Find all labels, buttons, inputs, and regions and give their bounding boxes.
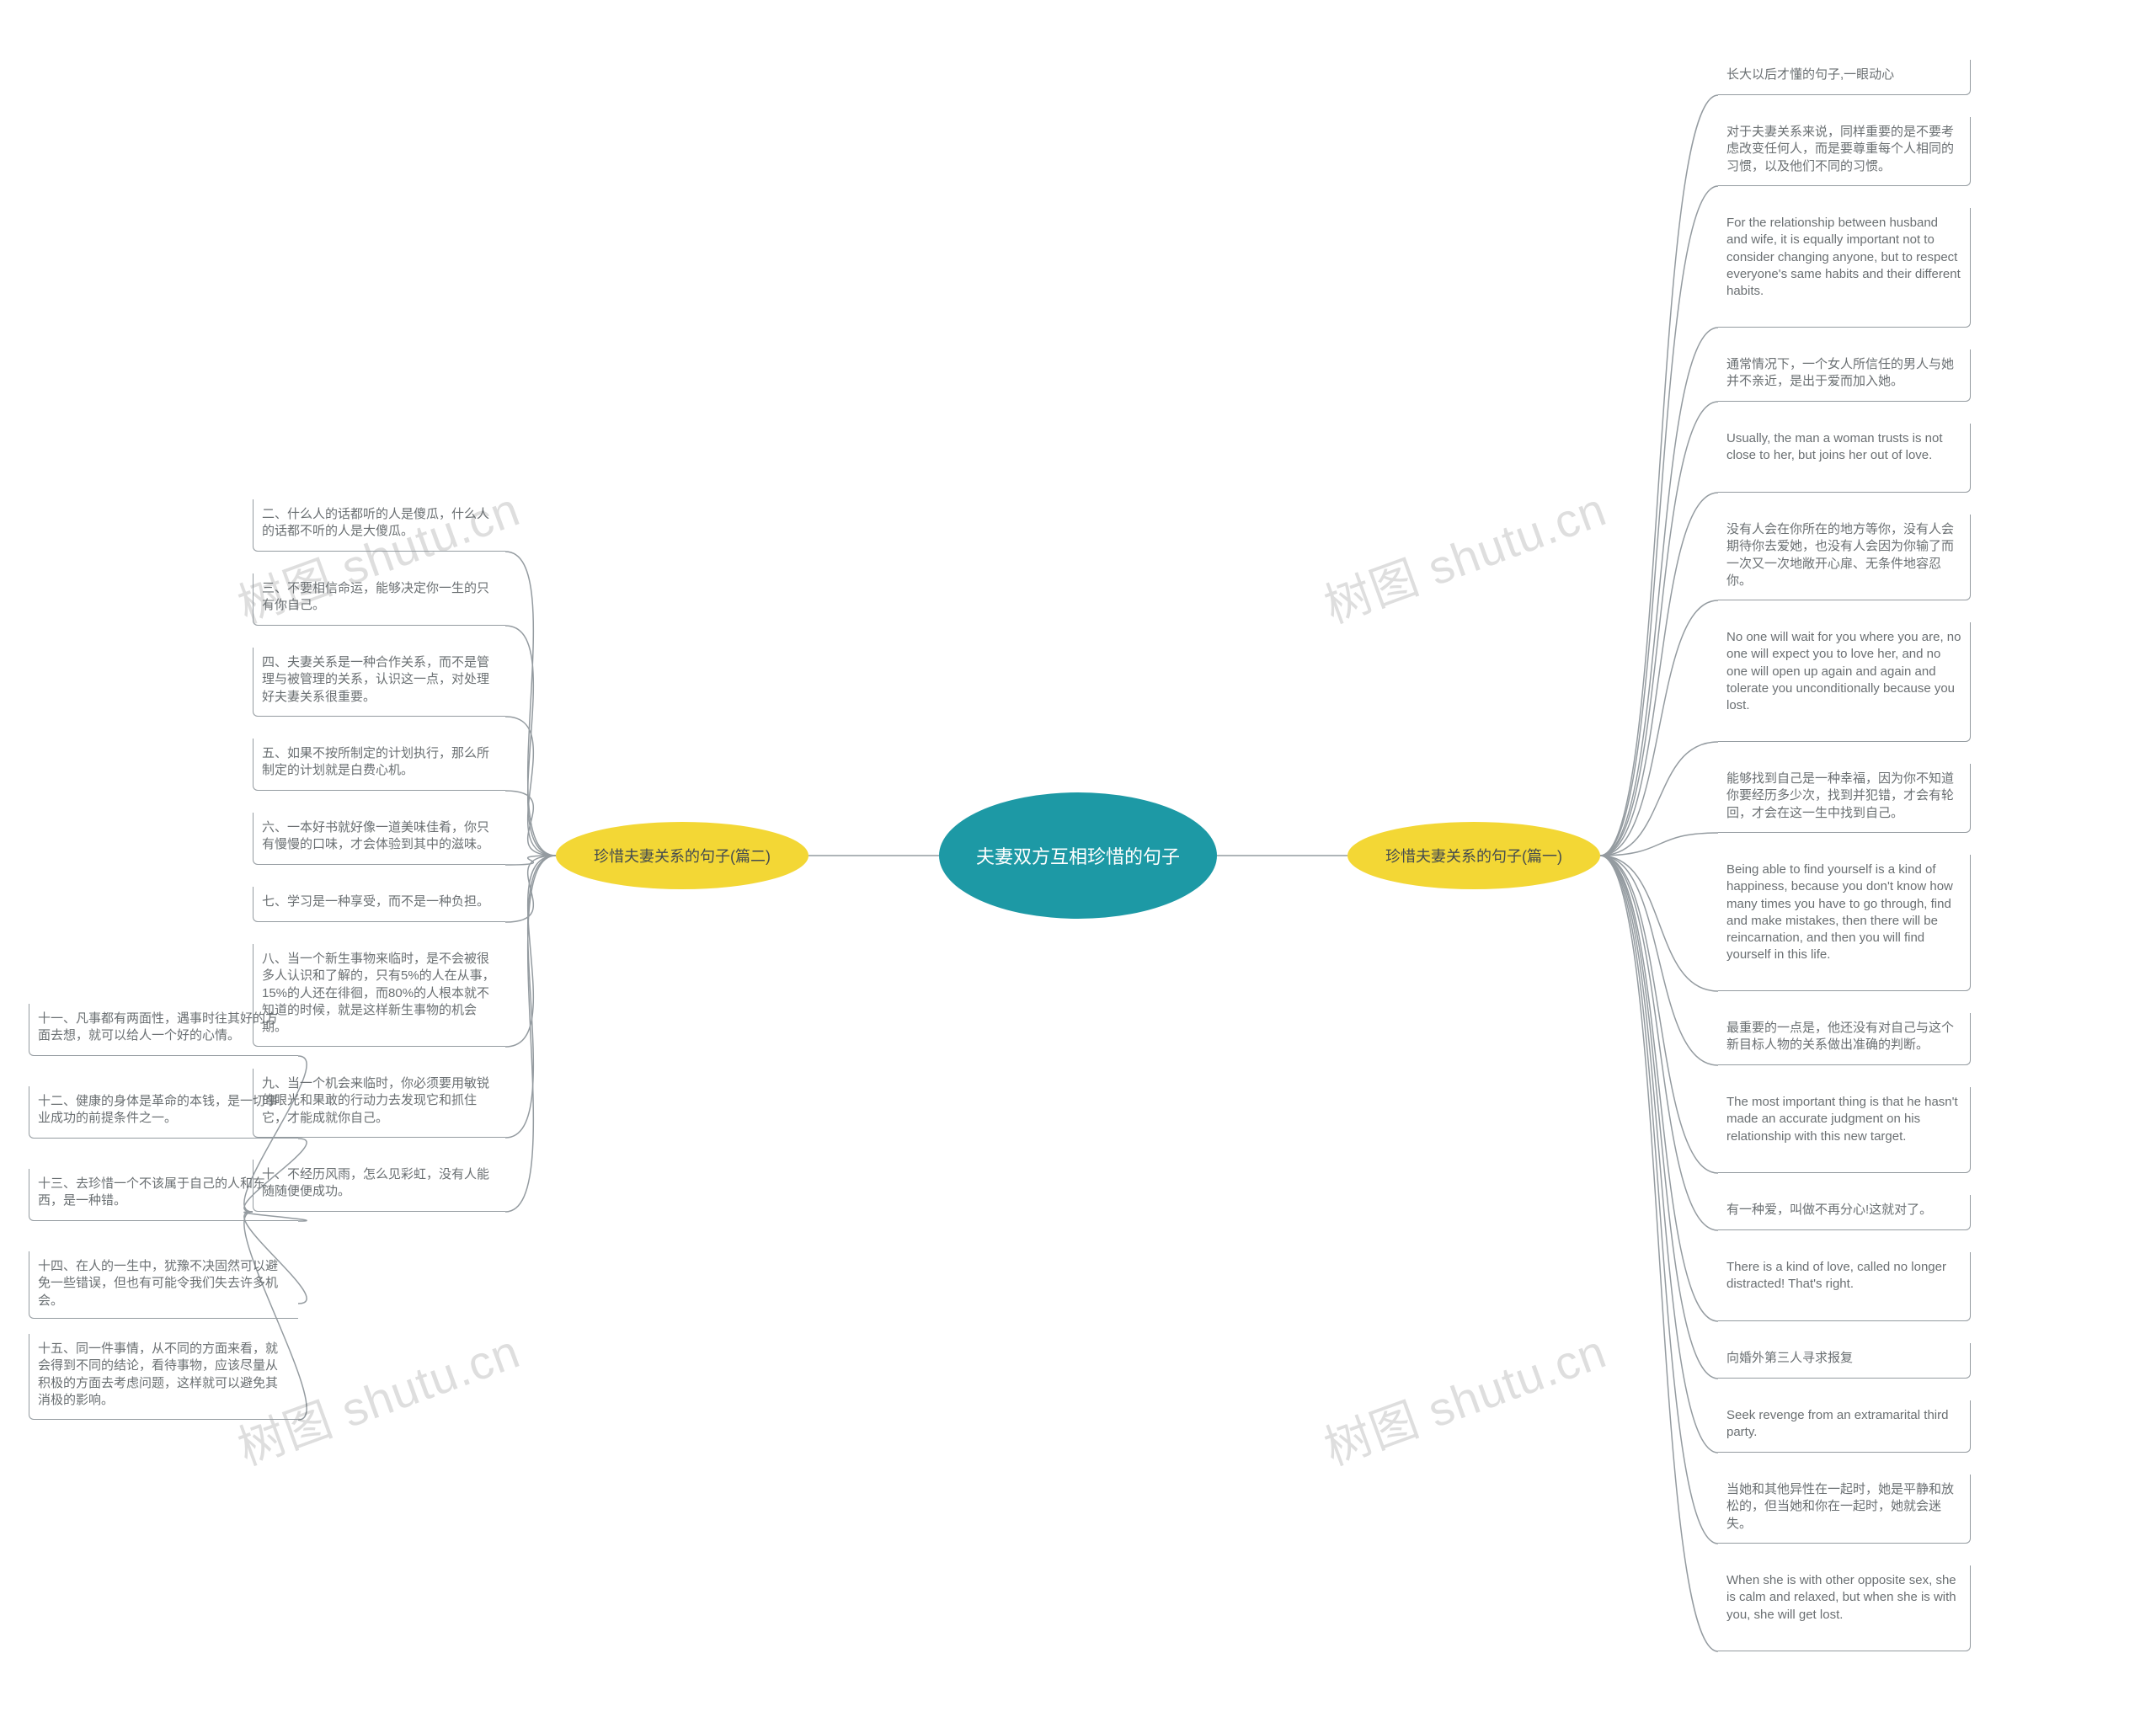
leaf-node: 十二、健康的身体是革命的本钱，是一切事业成功的前提条件之一。	[29, 1086, 298, 1139]
branch-node-pian2: 珍惜夫妻关系的句子(篇二)	[556, 822, 808, 889]
leaf-node: 十五、同一件事情，从不同的方面来看，就会得到不同的结论，看待事物，应该尽量从积极…	[29, 1334, 298, 1420]
leaf-node: 六、一本好书就好像一道美味佳肴，你只有慢慢的口味，才会体验到其中的滋味。	[253, 813, 505, 865]
watermark: 树图 shutu.cn	[1314, 1314, 1614, 1479]
leaf-node: No one will wait for you where you are, …	[1718, 622, 1971, 742]
leaf-node: 十一、凡事都有两面性，遇事时往其好的方面去想，就可以给人一个好的心情。	[29, 1004, 298, 1056]
mindmap-canvas: 树图 shutu.cn 树图 shutu.cn 树图 shutu.cn 树图 s…	[0, 0, 2156, 1712]
leaf-node: 有一种爱，叫做不再分心!这就对了。	[1718, 1195, 1971, 1230]
leaf-node: 七、学习是一种享受，而不是一种负担。	[253, 887, 505, 922]
leaf-node: 没有人会在你所在的地方等你，没有人会期待你去爱她，也没有人会因为你输了而一次又一…	[1718, 515, 1971, 600]
leaf-node: 最重要的一点是，他还没有对自己与这个新目标人物的关系做出准确的判断。	[1718, 1013, 1971, 1065]
leaf-node: 十四、在人的一生中，犹豫不决固然可以避免一些错误，但也有可能令我们失去许多机会。	[29, 1251, 298, 1319]
root-node: 夫妻双方互相珍惜的句子	[939, 792, 1217, 919]
leaf-node: 通常情况下，一个女人所信任的男人与她并不亲近，是出于爱而加入她。	[1718, 349, 1971, 402]
leaf-node: For the relationship between husband and…	[1718, 208, 1971, 328]
leaf-node: 十三、去珍惜一个不该属于自己的人和东西，是一种错。	[29, 1169, 298, 1221]
leaf-node: Seek revenge from an extramarital third …	[1718, 1400, 1971, 1453]
leaf-node: 长大以后才懂的句子,一眼动心	[1718, 60, 1971, 95]
leaf-node: 对于夫妻关系来说，同样重要的是不要考虑改变任何人，而是要尊重每个人相同的习惯，以…	[1718, 117, 1971, 186]
leaf-node: 当她和其他异性在一起时，她是平静和放松的，但当她和你在一起时，她就会迷失。	[1718, 1475, 1971, 1544]
leaf-node: 二、什么人的话都听的人是傻瓜，什么人的话都不听的人是大傻瓜。	[253, 499, 505, 552]
leaf-node: When she is with other opposite sex, she…	[1718, 1565, 1971, 1651]
leaf-node: Being able to find yourself is a kind of…	[1718, 855, 1971, 991]
leaf-node: 能够找到自己是一种幸福，因为你不知道你要经历多少次，找到并犯错，才会有轮回，才会…	[1718, 764, 1971, 833]
leaf-node: Usually, the man a woman trusts is not c…	[1718, 424, 1971, 493]
branch-node-pian1: 珍惜夫妻关系的句子(篇一)	[1348, 822, 1600, 889]
leaf-node: 三、不要相信命运，能够决定你一生的只有你自己。	[253, 573, 505, 626]
leaf-node: 向婚外第三人寻求报复	[1718, 1343, 1971, 1379]
leaf-node: The most important thing is that he hasn…	[1718, 1087, 1971, 1173]
leaf-node: 四、夫妻关系是一种合作关系，而不是管理与被管理的关系，认识这一点，对处理好夫妻关…	[253, 648, 505, 717]
leaf-node: 五、如果不按所制定的计划执行，那么所制定的计划就是白费心机。	[253, 739, 505, 791]
watermark: 树图 shutu.cn	[1314, 472, 1614, 637]
leaf-node: There is a kind of love, called no longe…	[1718, 1252, 1971, 1321]
